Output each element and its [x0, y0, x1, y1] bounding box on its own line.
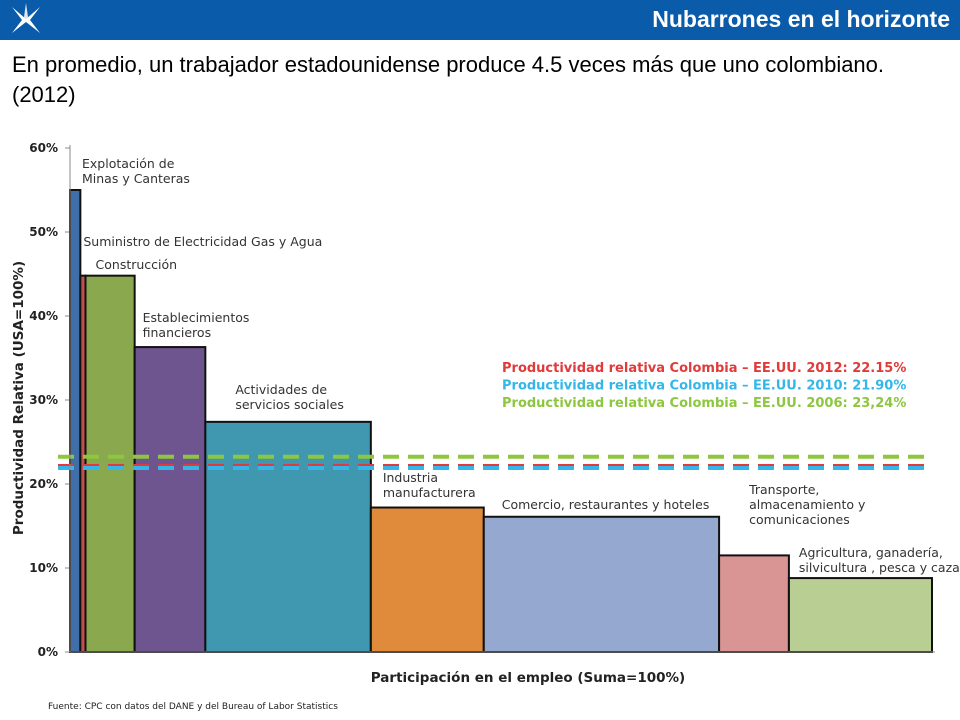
reference-legend-entry: Productividad relativa Colombia – EE.UU.…	[502, 379, 906, 394]
sector-label: Agricultura, ganadería, silvicultura , pe…	[799, 545, 960, 575]
sector-bar	[369, 506, 485, 653]
y-axis-ticks: 0% 10% 20% 30% 40% 50% 60%	[29, 141, 70, 659]
bars	[69, 189, 934, 654]
sector-label: Establecimientos financieros	[143, 310, 250, 340]
sector-bar	[133, 346, 207, 653]
sector-label: Comercio, restaurantes y hoteles	[502, 497, 710, 512]
y-tick-label: 30%	[29, 393, 58, 407]
star-logo-icon	[12, 3, 40, 33]
y-tick-label: 50%	[29, 225, 58, 239]
reference-legend-entry: Productividad relativa Colombia – EE.UU.…	[502, 396, 906, 411]
sector-label: Actividades de servicios sociales	[235, 382, 344, 412]
y-tick-label: 60%	[29, 141, 58, 155]
sector-label: Explotación de Minas y Canteras	[82, 156, 190, 186]
sector-bar	[204, 420, 372, 653]
x-axis-title: Participación en el empleo (Suma=100%)	[371, 670, 685, 686]
y-tick-label: 20%	[29, 477, 58, 491]
sector-bar	[787, 577, 934, 654]
reference-lines: Productividad relativa Colombia – EE.UU.…	[58, 361, 932, 471]
sector-label: Transporte, almacenamiento y comunicacione…	[748, 482, 866, 527]
header-title: Nubarrones en el horizonte	[652, 6, 950, 32]
sector-labels: Explotación de Minas y Canteras Suministro…	[82, 156, 960, 575]
sector-bar	[69, 189, 82, 653]
y-tick-label: 10%	[29, 561, 58, 575]
productivity-chart: 0% 10% 20% 30% 40% 50% 60% Productividad relat…	[11, 141, 960, 686]
y-tick-label: 40%	[29, 309, 58, 323]
sector-label: Construcción	[96, 257, 178, 272]
y-tick-label: 0%	[38, 645, 58, 659]
header-bar: Nubarrones en el horizonte	[0, 0, 960, 40]
source-note: Fuente: CPC con datos del DANE y del Bur…	[48, 702, 338, 712]
y-axis-title: Productividad Relativa (USA=100%)	[11, 261, 27, 535]
sector-bar	[718, 554, 790, 654]
sector-label: Industria manufacturera	[383, 470, 476, 500]
sector-label: Suministro de Electricidad Gas y Agua	[83, 234, 322, 249]
sector-bar	[482, 515, 721, 654]
slide-subtitle: En promedio, un trabajador estadounidens…	[12, 52, 885, 107]
reference-legend-entry: Productividad relativa Colombia – EE.UU.…	[502, 361, 906, 376]
sector-bar	[84, 274, 136, 653]
